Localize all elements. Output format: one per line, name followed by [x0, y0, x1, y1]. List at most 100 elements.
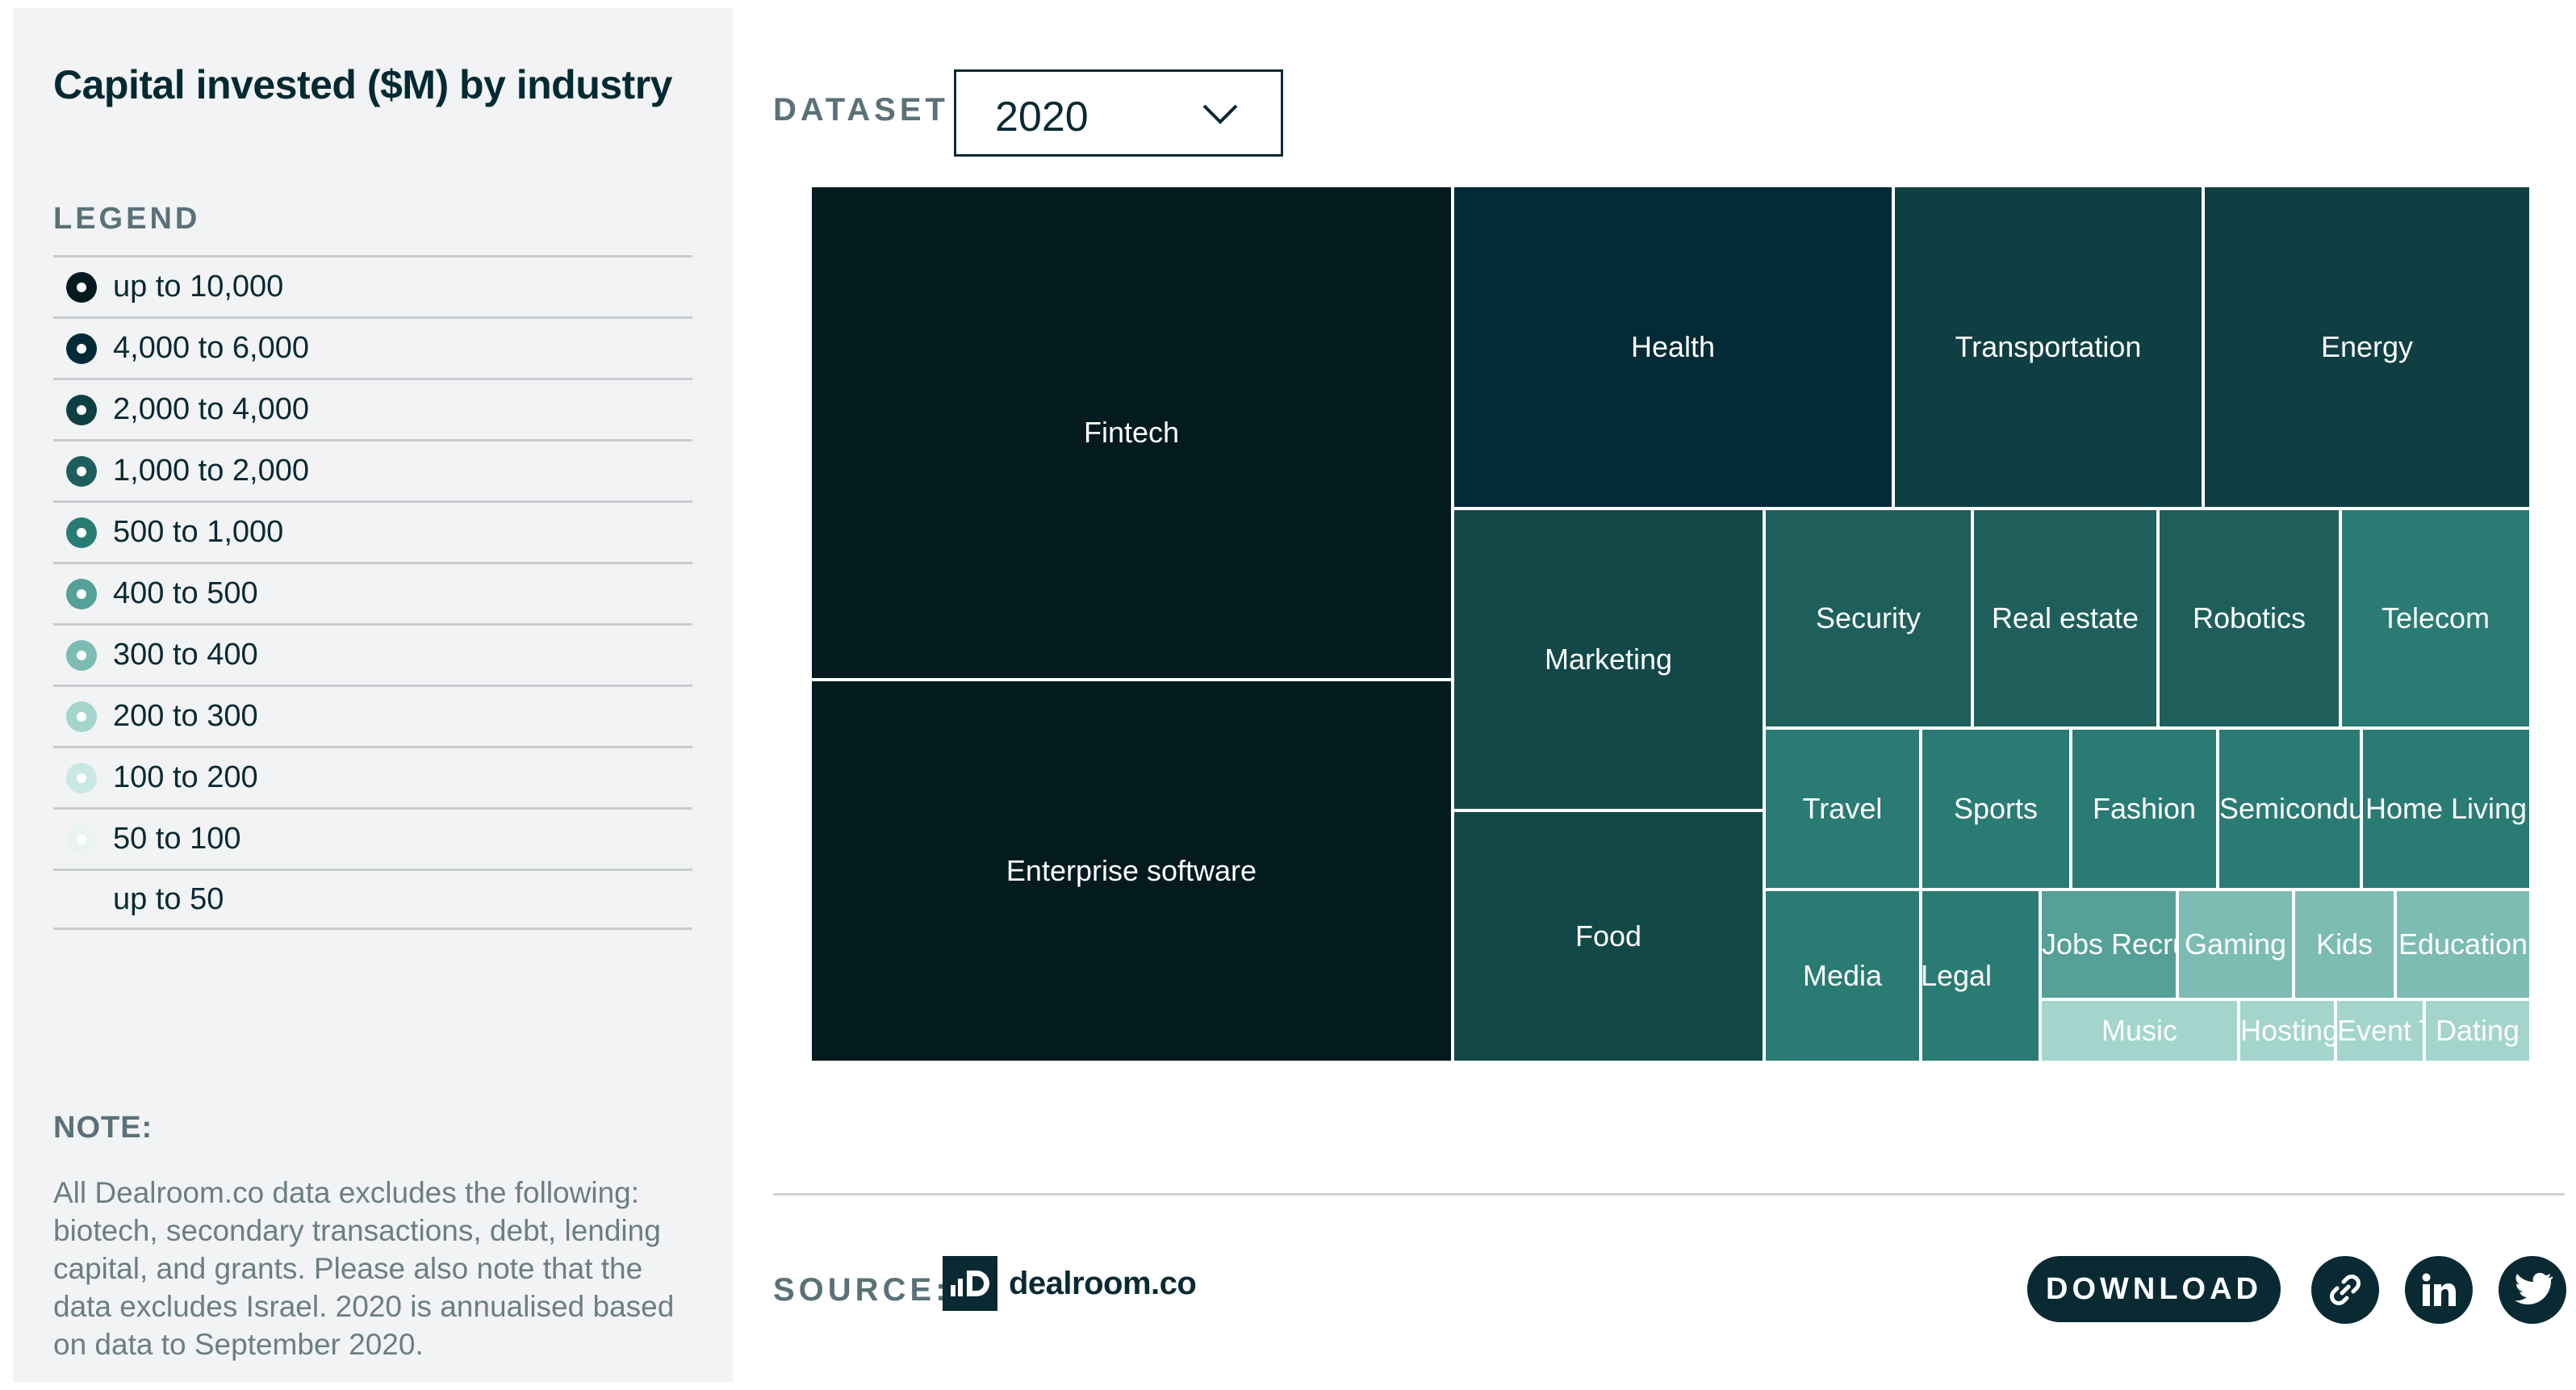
copy-link-button[interactable] — [2311, 1256, 2379, 1324]
treemap-chart: Fintech Enterprise software Health Transpor… — [810, 186, 2531, 1062]
treemap-tile[interactable]: Event Tech — [2336, 999, 2481, 1062]
treemap-tile[interactable]: Fashion — [2071, 728, 2218, 890]
treemap-tile[interactable]: Telecom — [2340, 509, 2531, 728]
treemap-tile-label: Media — [1802, 959, 1883, 992]
treemap-tile-label: Travel — [1802, 792, 1883, 825]
treemap-tile[interactable]: Education — [2395, 890, 2531, 999]
treemap-tile[interactable]: Health — [1453, 186, 1893, 509]
treemap-tile-label: Telecom — [2381, 601, 2490, 634]
legend-item: 1,000 to 2,000 — [53, 439, 692, 500]
footer-divider — [773, 1193, 2565, 1195]
treemap-tile[interactable]: Media — [1764, 890, 1921, 1062]
treemap-tile-label: Marketing — [1544, 643, 1673, 676]
treemap-tile[interactable]: Robotics — [2158, 509, 2340, 728]
treemap-tile[interactable]: Legal — [1921, 890, 2040, 1062]
legend-swatch-icon — [66, 701, 97, 732]
treemap-tile-label: Music — [2101, 1014, 2177, 1047]
treemap-tile-label: Hosting — [2240, 1014, 2340, 1047]
legend-item-label: 50 to 100 — [113, 822, 241, 856]
chevron-down-icon — [1202, 104, 1238, 124]
treemap-tile[interactable]: Security — [1764, 509, 1972, 728]
treemap-tile[interactable]: Real estate — [1972, 509, 2158, 728]
treemap-tile[interactable]: Music — [2040, 999, 2239, 1062]
legend-item-label: 200 to 300 — [113, 699, 258, 733]
legend-list: up to 10,000 4,000 to 6,000 2,000 to 4,000… — [53, 255, 692, 930]
legend-swatch-icon — [66, 578, 97, 609]
treemap-tile-label: Kids — [2315, 927, 2373, 961]
twitter-share-button[interactable] — [2499, 1256, 2566, 1324]
treemap-tile-label: Health — [1630, 330, 1716, 363]
dataset-label: DATASET — [773, 92, 949, 128]
legend-item-label: 300 to 400 — [113, 638, 258, 672]
legend-item-label: up to 50 — [113, 881, 224, 916]
treemap-tile-label: Home Living — [2365, 792, 2528, 825]
legend-item-label: 1,000 to 2,000 — [113, 454, 309, 488]
treemap-tile[interactable]: Fintech — [810, 186, 1453, 680]
dealroom-logo-icon — [943, 1256, 997, 1311]
legend-item-label: 100 to 200 — [113, 760, 258, 794]
treemap-tile[interactable]: Jobs Recruitment — [2040, 890, 2268, 999]
legend-item: 200 to 300 — [53, 685, 692, 746]
treemap-tile[interactable]: Enterprise software — [810, 680, 1453, 1062]
download-button[interactable]: DOWNLOAD — [2027, 1256, 2281, 1322]
treemap-tile[interactable]: Gaming — [2177, 890, 2294, 999]
treemap-tile-label: Real estate — [1991, 601, 2139, 634]
linkedin-share-button[interactable] — [2405, 1256, 2473, 1324]
treemap-tile-label: Food — [1574, 919, 1642, 952]
treemap-tile-label: Dating — [2435, 1014, 2520, 1047]
treemap-tile-label: Transportation — [1955, 330, 2142, 363]
dataset-selected-value: 2020 — [995, 94, 1089, 140]
legend-item-label: 4,000 to 6,000 — [113, 331, 309, 365]
treemap-tile-label: Legal — [1920, 959, 1993, 992]
twitter-icon — [2515, 1272, 2553, 1304]
treemap-tile[interactable]: Food — [1453, 810, 1764, 1062]
treemap-tile[interactable]: Dating — [2424, 999, 2531, 1062]
treemap-tile[interactable]: Travel — [1764, 728, 1921, 890]
treemap-tile-label: Fintech — [1083, 416, 1180, 449]
treemap-tile[interactable]: Home Living — [2361, 728, 2531, 890]
treemap-tile[interactable]: Marketing — [1453, 509, 1764, 810]
note-label: NOTE: — [53, 1111, 153, 1145]
legend-swatch-icon — [66, 884, 97, 915]
treemap-tile-label: Energy — [2320, 330, 2414, 363]
legend-item: 2,000 to 4,000 — [53, 378, 692, 439]
legend-swatch-icon — [66, 762, 97, 793]
treemap-tile[interactable]: Transportation — [1893, 186, 2203, 509]
sidebar: Capital invested ($M) by industry LEGEND… — [13, 8, 733, 1382]
legend-swatch-icon — [66, 271, 97, 303]
treemap-tile[interactable]: Semiconductors — [2218, 728, 2428, 890]
treemap-tile-label: Enterprise software — [1006, 854, 1257, 887]
treemap-tile-label: Education — [2398, 927, 2528, 961]
legend-item: 50 to 100 — [53, 807, 692, 869]
legend-swatch-icon — [66, 823, 97, 855]
note-text: All Dealroom.co data excludes the follow… — [53, 1176, 675, 1361]
treemap-tile[interactable]: Energy — [2203, 186, 2531, 509]
legend-item: up to 50 — [53, 869, 692, 930]
legend-item: up to 10,000 — [53, 255, 692, 316]
legend-item: 400 to 500 — [53, 562, 692, 623]
logo-text: dealroom.co — [1009, 1266, 1197, 1301]
legend-item-label: 2,000 to 4,000 — [113, 392, 309, 426]
legend-swatch-icon — [66, 333, 97, 364]
treemap-tile[interactable]: Hosting — [2239, 999, 2340, 1062]
treemap-tile-label: Event Tech — [2337, 1014, 2481, 1047]
linkedin-icon — [2422, 1273, 2456, 1306]
treemap-tile-label: Semiconductors — [2219, 792, 2428, 825]
chart-title: Capital invested ($M) by industry — [53, 62, 672, 107]
legend-item-label: 400 to 500 — [113, 576, 258, 610]
treemap-tile[interactable]: Kids — [2294, 890, 2395, 999]
legend-item: 300 to 400 — [53, 623, 692, 685]
legend-swatch-icon — [66, 517, 97, 548]
legend-item: 100 to 200 — [53, 746, 692, 807]
treemap-tile-label: Sports — [1953, 792, 2039, 825]
legend-item: 500 to 1,000 — [53, 500, 692, 562]
legend-label: LEGEND — [53, 202, 201, 236]
legend-item-label: 500 to 1,000 — [113, 515, 284, 549]
legend-swatch-icon — [66, 455, 97, 487]
dataset-select[interactable]: 2020 — [954, 69, 1283, 157]
treemap-tile-label: Gaming — [2184, 927, 2287, 961]
treemap-tile-label: Security — [1815, 601, 1922, 634]
legend-swatch-icon — [66, 394, 97, 425]
treemap-tile[interactable]: Sports — [1921, 728, 2071, 890]
link-icon — [2330, 1275, 2361, 1305]
